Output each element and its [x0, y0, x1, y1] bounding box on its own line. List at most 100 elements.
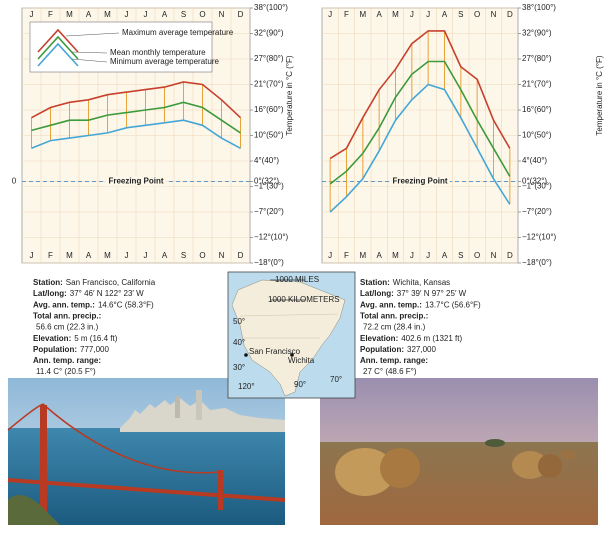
station-value: San Francisco, California	[66, 278, 156, 287]
station-label: Lat/long:	[33, 289, 67, 298]
x-tick-label: J	[426, 251, 430, 260]
legend-leader	[71, 58, 108, 63]
station-label: Population:	[33, 345, 77, 354]
series-line	[31, 119, 241, 150]
x-tick-label: A	[162, 251, 168, 260]
map-latitude: 30°	[233, 363, 245, 372]
station-row: Lat/long: 37° 46′ N 122° 23′ W	[33, 289, 144, 298]
annotation: 0	[12, 177, 17, 186]
x-tick-label: N	[491, 251, 497, 260]
y-tick-label: −12°(10°)	[522, 233, 557, 242]
map-longitude: 120°	[238, 382, 255, 391]
x-tick-label: D	[507, 251, 513, 260]
reference-label-bg	[106, 176, 166, 187]
photo-wichita	[320, 378, 598, 525]
station-value: 72.2 cm (28.4 in.)	[363, 323, 426, 332]
x-tick-label: J	[144, 251, 148, 260]
station-label: Elevation:	[360, 334, 398, 343]
station-label: Ann. temp. range:	[33, 356, 101, 365]
x-tick-label: A	[376, 251, 382, 260]
station-row: Station: San Francisco, California	[33, 278, 156, 287]
y-tick-label: 16°(60°)	[254, 105, 284, 114]
y-tick-label: −7°(20°)	[254, 207, 284, 216]
x-tick-label: J	[426, 10, 430, 19]
map-longitude: 90°	[294, 380, 306, 389]
y-tick-label: −7°(20°)	[522, 207, 552, 216]
y-tick-label: 21°(70°)	[522, 80, 552, 89]
legend-swatch	[37, 42, 79, 67]
x-tick-label: J	[328, 10, 332, 19]
y-axis-label: Temperature in °C (°F)	[595, 55, 604, 136]
station-value: 777,000	[80, 345, 109, 354]
y-tick-label: −18°(0°)	[522, 258, 552, 267]
legend-swatch	[37, 28, 79, 53]
x-tick-label: M	[359, 251, 366, 260]
x-tick-label: D	[507, 10, 513, 19]
x-tick-label: N	[219, 251, 225, 260]
y-tick-label: 38°(100°)	[522, 3, 556, 12]
x-tick-label: J	[144, 10, 148, 19]
map-city: Wichita	[288, 356, 315, 365]
map-longitude: 70°	[330, 375, 342, 384]
x-tick-label: S	[458, 10, 463, 19]
map-scale: 1000 MILES	[275, 275, 319, 284]
x-tick-label: F	[48, 251, 53, 260]
station-row: Total ann. precip.: 72.2 cm (28.4 in.)	[360, 312, 428, 332]
map-scale: 1000 KILOMETERS	[268, 295, 340, 304]
map-latitude: 40°	[233, 338, 245, 347]
y-tick-label: −1°(30°)	[254, 182, 284, 191]
photo-san-francisco	[7, 378, 286, 525]
map-city-dot	[244, 353, 248, 357]
legend-label: Maximum average temperature	[122, 28, 234, 37]
station-label: Station:	[33, 278, 63, 287]
station-row: Elevation: 5 m (16.4 ft)	[33, 334, 118, 343]
x-tick-label: S	[181, 10, 186, 19]
x-tick-label: J	[125, 10, 129, 19]
station-row: Ann. temp. range: 27 C° (48.6 F°)	[360, 356, 428, 376]
x-tick-label: M	[104, 251, 111, 260]
x-tick-label: F	[48, 10, 53, 19]
x-tick-label: D	[238, 251, 244, 260]
station-label: Ann. temp. range:	[360, 356, 428, 365]
station-row: Station: Wichita, Kansas	[360, 278, 450, 287]
y-tick-label: −18°(0°)	[254, 258, 284, 267]
station-label: Total ann. precip.:	[33, 312, 101, 321]
x-tick-label: O	[199, 251, 205, 260]
x-tick-label: M	[66, 10, 73, 19]
station-row: Elevation: 402.6 m (1321 ft)	[360, 334, 462, 343]
station-value: 11.4 C° (20.5 F°)	[36, 367, 96, 376]
legend-swatch	[37, 35, 79, 60]
map-latitude: 50°	[233, 317, 245, 326]
station-value: 37° 39′ N 97° 25′ W	[397, 289, 467, 298]
station-value: 56.6 cm (22.3 in.)	[36, 323, 99, 332]
station-row: Population: 327,000	[360, 345, 436, 354]
map-city: San Francisco	[249, 347, 301, 356]
x-tick-label: M	[66, 251, 73, 260]
station-value: 27 C° (48.6 F°)	[363, 367, 417, 376]
reference-label: Freezing Point	[108, 177, 163, 186]
x-tick-label: J	[410, 251, 414, 260]
station-row: Ann. temp. range: 11.4 C° (20.5 F°)	[33, 356, 101, 376]
y-tick-label: 27°(80°)	[254, 54, 284, 63]
y-tick-label: 10°(50°)	[522, 131, 552, 140]
legend-leader	[65, 32, 120, 37]
x-tick-label: D	[238, 10, 244, 19]
x-tick-label: O	[199, 10, 205, 19]
y-tick-label: 21°(70°)	[254, 80, 284, 89]
series-line	[329, 60, 511, 185]
x-tick-label: A	[376, 10, 382, 19]
y-tick-label: 4°(40°)	[522, 156, 547, 165]
y-tick-label: −12°(10°)	[254, 233, 289, 242]
station-label: Total ann. precip.:	[360, 312, 428, 321]
x-tick-label: F	[344, 251, 349, 260]
legend-label: Mean monthly temperature	[110, 48, 206, 57]
x-tick-label: J	[30, 251, 34, 260]
x-tick-label: A	[86, 251, 92, 260]
x-tick-label: O	[474, 10, 480, 19]
station-value: 13.7°C (56.6°F)	[425, 301, 481, 310]
y-tick-label: 4°(40°)	[254, 156, 279, 165]
y-tick-label: 0°(32°)	[522, 177, 547, 186]
x-tick-label: M	[392, 251, 399, 260]
reference-label-bg	[390, 176, 450, 187]
